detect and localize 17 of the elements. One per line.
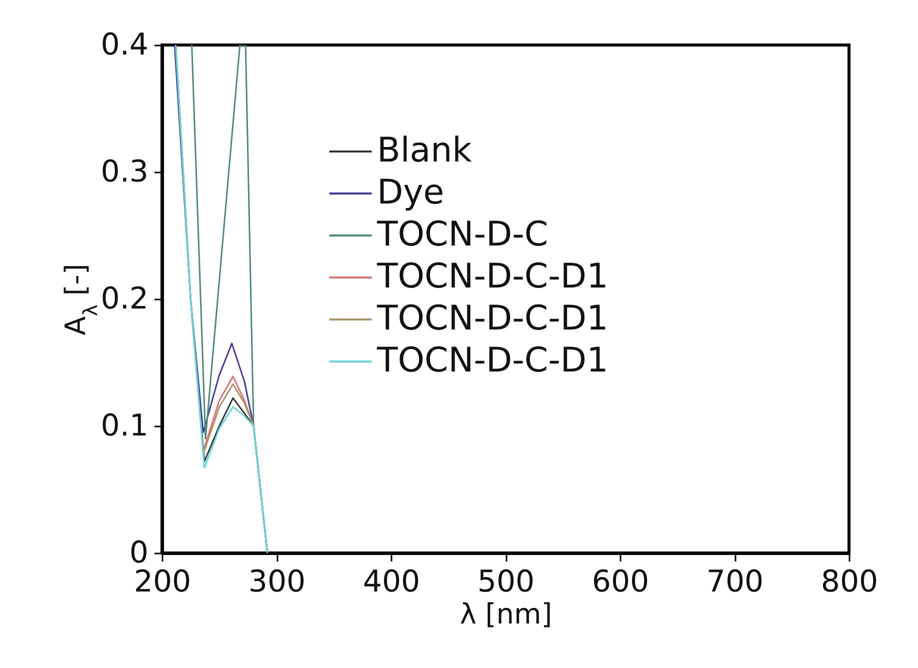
y-tick-label: 0.4	[100, 28, 148, 62]
y-tick-label: 0.1	[100, 408, 148, 444]
x-tick-label: 500	[477, 564, 535, 600]
x-tick-label: 300	[248, 564, 306, 600]
legend-label: TOCN-D-C-D1	[376, 298, 608, 338]
legend-label: TOCN-D-C-D1	[376, 256, 608, 296]
x-tick-label: 400	[362, 564, 420, 600]
y-tick-label: 0.2	[100, 282, 148, 316]
legend-label: TOCN-D-C	[376, 214, 548, 254]
legend-label: TOCN-D-C-D1	[376, 340, 608, 380]
x-tick-label: 700	[706, 564, 764, 600]
legend-label: Dye	[377, 172, 444, 212]
x-tick-label: 600	[592, 564, 650, 600]
legend-label: Blank	[377, 130, 472, 170]
x-axis-title: λ [nm]	[460, 598, 552, 630]
y-tick-label: 0.3	[100, 154, 148, 190]
x-tick-label: 800	[820, 564, 878, 600]
